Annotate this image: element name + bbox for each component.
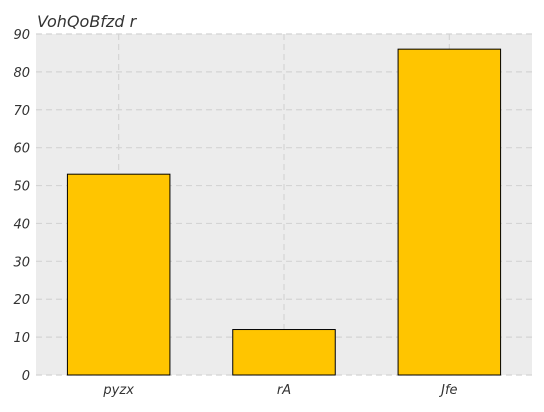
bar-pyzx: [66, 173, 171, 376]
bar-rA: [232, 329, 336, 376]
bar-Jfe: [397, 48, 502, 376]
chart-title: VohQoBfzd r: [37, 12, 138, 31]
y-tick-label: 50: [13, 180, 30, 195]
y-tick-label: 80: [13, 66, 30, 81]
y-tick-label: 0: [22, 369, 30, 384]
x-tick-label: pyzx: [102, 383, 134, 398]
y-tick-label: 40: [13, 217, 30, 232]
x-tick-label: Jfe: [438, 383, 457, 398]
y-tick-label: 70: [13, 104, 30, 119]
y-tick-label: 20: [13, 293, 30, 308]
y-axis-ticks: 0 10 20 30 40 50 60 70 80 90: [13, 28, 30, 384]
y-tick-label: 30: [13, 255, 30, 270]
y-tick-label: 60: [13, 142, 30, 157]
y-tick-label: 10: [13, 331, 30, 346]
y-tick-label: 90: [13, 28, 30, 43]
x-axis-ticks: pyzx rA Jfe: [102, 383, 457, 398]
bars: [66, 48, 502, 376]
x-tick-label: rA: [277, 383, 291, 398]
